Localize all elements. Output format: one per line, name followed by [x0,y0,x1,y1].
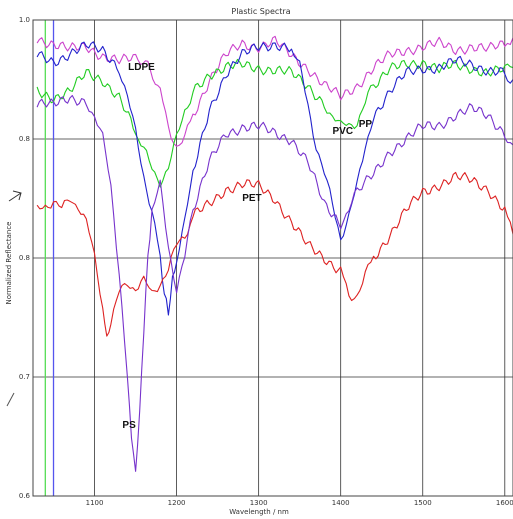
x-tick-label: 1100 [86,499,104,507]
series-group [36,35,513,472]
y-axis-title: Normalized Reflectance [5,222,13,305]
series-line-ldpe [36,35,513,147]
arrow-icon [8,190,22,202]
cursor-mark [6,392,15,407]
x-axis-title: Wavelength / nm [229,508,289,516]
y-tick-label: 0.7 [19,373,30,381]
y-tick-label: 0.8 [19,135,30,143]
series-line-ps [36,94,513,472]
marker-lines [44,20,55,496]
y-tick-label: 0.8 [19,254,30,262]
x-tick-label: 1600 [496,499,513,507]
series-labels: LDPE PVC PP PET PS [122,62,372,431]
x-tick-label: 1400 [332,499,350,507]
series-label-ldpe: LDPE [128,62,155,73]
x-tick-label: 1300 [250,499,268,507]
series-line-pet [36,171,513,337]
chart-title: Plastic Spectra [231,7,290,16]
x-tick-label: 1200 [168,499,186,507]
series-label-pp: PP [359,119,373,130]
series-line-pp [36,41,513,316]
series-label-pvc: PVC [332,126,353,137]
series-label-ps: PS [122,420,136,431]
series-line-pvc [36,58,513,188]
x-tick-label: 1500 [414,499,432,507]
tick-labels: 1100 1200 1300 1400 1500 1600 0.6 0.7 0.8 0.8 1.0 [19,16,513,507]
plot-frame [32,19,513,497]
series-label-pet: PET [242,193,261,204]
y-tick-label: 0.6 [19,492,31,500]
y-tick-label: 1.0 [19,16,30,24]
